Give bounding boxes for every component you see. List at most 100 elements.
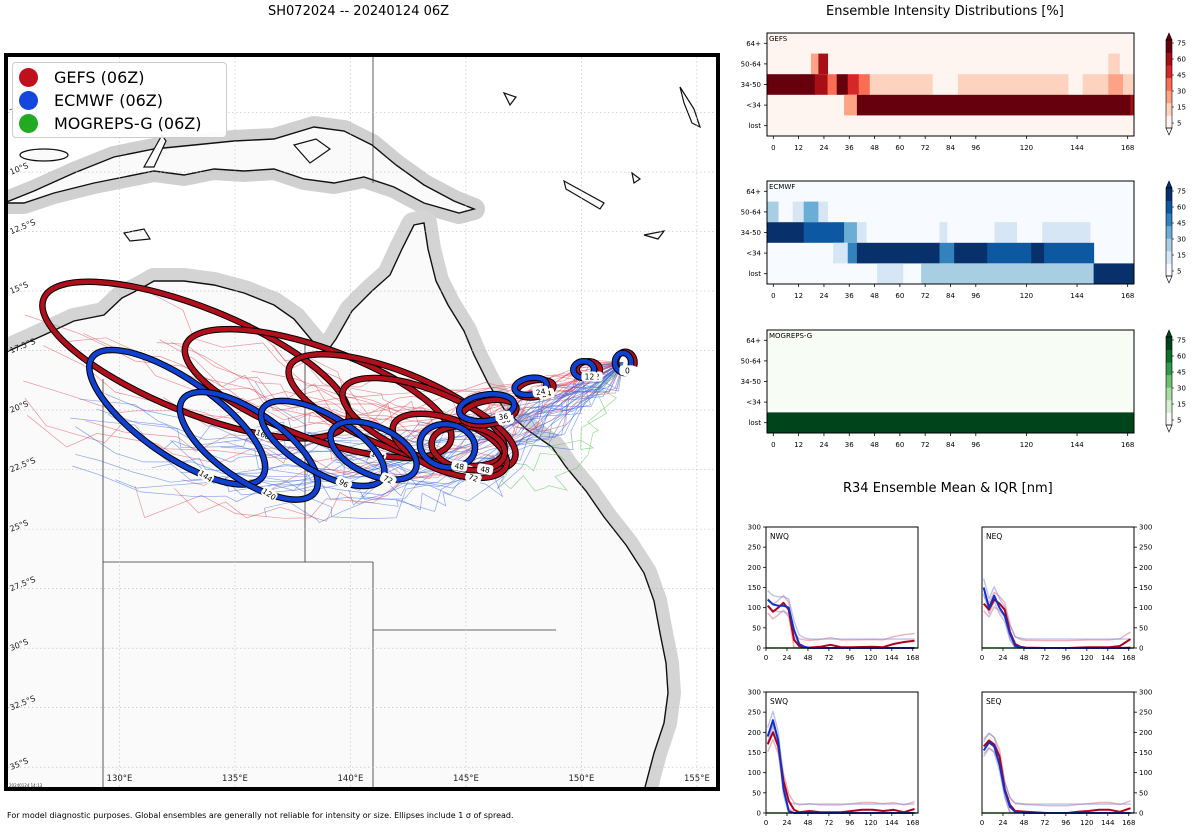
row-label: 34-50 [741,81,761,89]
heatmap-cell [1044,242,1095,264]
x-tick-label: 144 [885,654,899,662]
x-tick-label: 120 [1080,819,1093,827]
colorbar-tick-label: 30 [1177,236,1186,244]
y-tick-label: 0 [757,810,761,818]
hour-tick-label: 168 [1121,441,1134,449]
y-tick-label: 100 [1139,769,1152,777]
row-label: 50-64 [741,357,762,365]
x-tick-label: 48 [803,654,812,662]
hour-tick-label: 36 [845,441,854,449]
ensemble-track [289,362,624,524]
colorbar-tick-label: 45 [1177,72,1186,80]
hour-tick-label: 0 [771,144,775,152]
track-ellipse-gefs-72: 72 [389,410,511,485]
x-tick-label: 24 [783,819,792,827]
ensemble-track [173,362,624,522]
y-tick-label: 0 [1139,810,1143,818]
panel-name: ECMWF [769,183,795,191]
ellipse-hour-label: 12 [585,373,595,382]
x-tick-label: 96 [1061,819,1070,827]
ellipse-hour-label: 0 [625,366,630,375]
row-label: 64+ [746,40,761,48]
state-borders [102,55,556,789]
ensemble-track [492,362,624,472]
colorbar-tick-label: 5 [1177,120,1181,128]
row-label: <34 [746,250,761,258]
hour-tick-label: 84 [946,292,955,300]
heatmap-cell [939,242,955,264]
lon-tick-label: 150°E [568,774,594,784]
row-label: 34-50 [741,378,761,386]
hour-tick-label: 120 [1020,441,1033,449]
lon-tick-label: 155°E [684,774,710,784]
heatmap-cell [921,263,1095,284]
y-tick-label: 150 [748,749,761,757]
y-tick-label: 200 [748,564,761,572]
lon-tick-label: 145°E [453,774,479,784]
x-tick-label: 0 [764,654,768,662]
heatmap-cell [1130,94,1135,116]
heatmap-cell [827,74,838,95]
heatmap-cell [811,53,819,75]
lon-tick-label: 130°E [107,774,133,784]
x-tick-label: 72 [824,654,833,662]
hour-tick-label: 120 [1020,144,1033,152]
colorbar-tick-label: 5 [1177,268,1181,276]
heatmap-cell [803,222,845,243]
hour-tick-label: 72 [921,441,930,449]
ensemble-track [263,362,624,519]
track-ellipse-ecmwf-36: 36 [455,390,518,425]
heatmap-cell [803,201,819,223]
heatmap-cell [957,74,1069,95]
ellipse-hour-label: 72 [382,474,395,486]
hour-tick-label: 0 [771,292,775,300]
ensemble-track [170,362,624,478]
hour-tick-label: 48 [870,292,879,300]
heatmap-cell [836,74,849,95]
x-tick-label: 120 [864,819,877,827]
heatmap-cell [856,242,940,264]
hour-tick-label: 120 [1020,292,1033,300]
quadrant-name: SWQ [770,697,788,706]
y-tick-label: 300 [748,689,761,697]
panel-name: GEFS [769,35,788,43]
r34-title: R34 Ensemble Mean & IQR [nm] [843,481,1053,496]
heatmap-cell [1108,53,1120,75]
y-tick-label: 100 [1139,604,1152,612]
ellipse-hour-label: 48 [480,464,491,475]
row-label: <34 [746,399,761,407]
quadrant-name: NWQ [770,532,789,541]
quadrant-name: NEQ [986,532,1002,541]
y-tick-label: 0 [757,645,761,653]
row-label: lost [748,122,761,130]
colorbar-tick-label: 45 [1177,369,1186,377]
x-tick-label: 168 [1122,819,1135,827]
legend-label: MOGREPS-G (06Z) [54,113,202,133]
track-ellipse-ecmwf-12: 12 [570,358,598,382]
hour-tick-label: 168 [1121,292,1134,300]
x-tick-label: 144 [885,819,899,827]
heatmap-cell [803,74,816,95]
x-tick-label: 96 [1061,654,1070,662]
lon-tick-label: 140°E [338,774,364,784]
heatmap-cell [1031,242,1045,264]
heatmap-cell [818,53,829,75]
ensemble-track [134,362,624,519]
hour-tick-label: 12 [794,144,803,152]
track-ellipses: 1681441209672483624120144120967248362412… [39,278,639,503]
x-tick-label: 72 [824,819,833,827]
heatmap-cell [847,242,858,264]
ensemble-track [360,362,624,511]
hour-tick-label: 48 [870,144,879,152]
heatmap-cell [1108,74,1124,95]
y-tick-label: 150 [748,584,761,592]
x-tick-label: 0 [980,654,984,662]
y-tick-label: 250 [748,709,761,717]
map-legend: GEFS (06Z) ECMWF (06Z) MOGREPS-G (06Z) [12,62,227,138]
colorbar-tick-label: 60 [1177,204,1186,212]
legend-entry: ECMWF (06Z) [19,89,163,111]
colorbar-tick-label: 5 [1177,417,1181,425]
hour-tick-label: 60 [895,441,904,449]
hour-tick-label: 12 [794,292,803,300]
